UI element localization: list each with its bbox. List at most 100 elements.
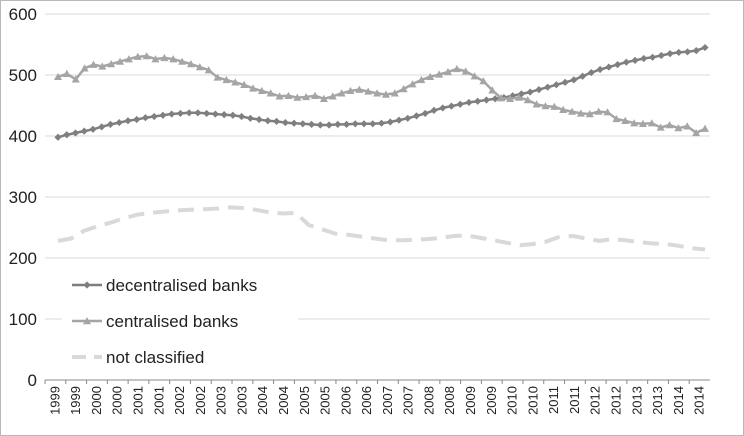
data-point <box>229 111 237 119</box>
data-point <box>456 100 464 108</box>
data-point <box>98 123 106 131</box>
data-point <box>657 51 665 60</box>
axes <box>44 379 710 384</box>
data-point <box>160 53 169 62</box>
data-point <box>133 115 141 124</box>
data-point <box>465 98 473 107</box>
data-point <box>587 68 595 77</box>
x-tick-label: 2012 <box>608 386 623 415</box>
data-point <box>395 116 403 124</box>
data-point <box>176 109 185 118</box>
data-point <box>470 72 479 80</box>
y-tick-label: 300 <box>9 188 37 207</box>
data-point <box>83 281 91 289</box>
x-tick-label: 1999 <box>47 386 62 415</box>
x-tick-label: 2014 <box>671 386 686 415</box>
legend-label: centralised banks <box>106 312 238 331</box>
data-point <box>439 104 447 112</box>
data-point <box>399 85 408 93</box>
x-tick-label: 2007 <box>401 386 416 415</box>
data-point <box>631 56 639 64</box>
data-point <box>369 120 377 128</box>
data-point <box>342 120 351 129</box>
data-point <box>622 58 630 66</box>
legend-entry: not classified <box>72 348 204 367</box>
data-point <box>194 109 202 117</box>
data-point <box>115 118 123 127</box>
data-point <box>293 93 302 101</box>
data-point <box>426 72 435 81</box>
data-point <box>517 90 525 98</box>
x-tick-label: 2010 <box>505 386 520 415</box>
data-point <box>447 102 456 110</box>
data-point <box>550 102 559 110</box>
x-tick-label: 2009 <box>484 386 499 415</box>
data-point <box>54 133 62 141</box>
data-point <box>523 96 532 104</box>
data-point <box>474 97 482 105</box>
x-tick-label: 2010 <box>525 386 540 415</box>
data-point <box>665 121 674 129</box>
data-point <box>195 63 204 71</box>
x-tick-label: 2006 <box>338 386 353 415</box>
data-point <box>576 109 585 117</box>
data-point <box>488 86 497 94</box>
data-point <box>404 114 412 122</box>
data-point <box>559 105 568 113</box>
x-tick-label: 2013 <box>650 386 665 415</box>
data-point <box>316 121 324 129</box>
x-tick-label: 2014 <box>692 386 707 415</box>
y-tick-label: 100 <box>9 310 37 329</box>
data-point <box>98 62 107 70</box>
x-tick-label: 2005 <box>318 386 333 415</box>
x-tick-label: 1999 <box>68 386 83 415</box>
data-point <box>238 112 246 121</box>
data-point <box>71 75 80 83</box>
data-point <box>328 92 337 100</box>
data-point <box>62 69 71 77</box>
data-point <box>141 114 150 122</box>
data-point <box>570 76 578 84</box>
data-point <box>692 128 701 137</box>
data-point <box>377 119 386 127</box>
data-point <box>526 88 534 96</box>
x-tick-label: 2004 <box>276 386 291 415</box>
x-tick-label: 2002 <box>172 386 187 415</box>
data-point <box>412 112 421 120</box>
data-point <box>284 91 293 99</box>
x-tick-label: 2000 <box>89 386 104 415</box>
data-point <box>150 112 158 121</box>
data-point <box>452 64 461 73</box>
data-point <box>640 54 648 63</box>
data-point <box>346 86 355 95</box>
data-point <box>89 60 98 68</box>
data-point <box>83 317 91 325</box>
data-point <box>532 100 541 108</box>
data-point <box>630 119 639 127</box>
legend: decentralised banks centralised banks not … <box>62 268 298 374</box>
x-tick-label: 2003 <box>214 386 229 415</box>
data-point <box>240 80 249 88</box>
x-tick-label: 2006 <box>359 386 374 415</box>
data-point <box>535 86 543 94</box>
data-point <box>220 111 228 119</box>
data-point <box>701 43 709 52</box>
data-point <box>701 124 709 132</box>
data-point <box>204 66 213 74</box>
data-point <box>266 89 275 97</box>
data-point <box>647 119 656 127</box>
data-point <box>568 107 577 115</box>
x-tick-label: 2003 <box>234 386 249 415</box>
data-point <box>674 124 683 132</box>
data-point <box>213 73 222 81</box>
legend-entry: decentralised banks <box>72 276 257 295</box>
data-point <box>656 123 665 131</box>
data-point <box>461 67 470 75</box>
data-point <box>299 120 307 128</box>
data-point <box>255 115 263 124</box>
data-point <box>107 60 116 68</box>
data-point <box>54 72 62 81</box>
series-not-classified <box>57 205 706 252</box>
x-tick-label: 2012 <box>588 386 603 415</box>
